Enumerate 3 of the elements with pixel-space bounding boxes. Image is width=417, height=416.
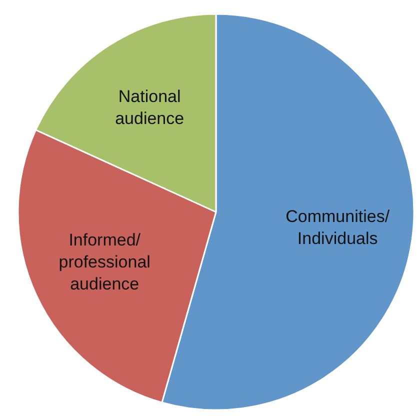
slice-label: Communities/ Individuals (286, 207, 390, 248)
slice-label: National audience (115, 87, 184, 128)
slice-label: Informed/ professional audience (58, 231, 150, 294)
